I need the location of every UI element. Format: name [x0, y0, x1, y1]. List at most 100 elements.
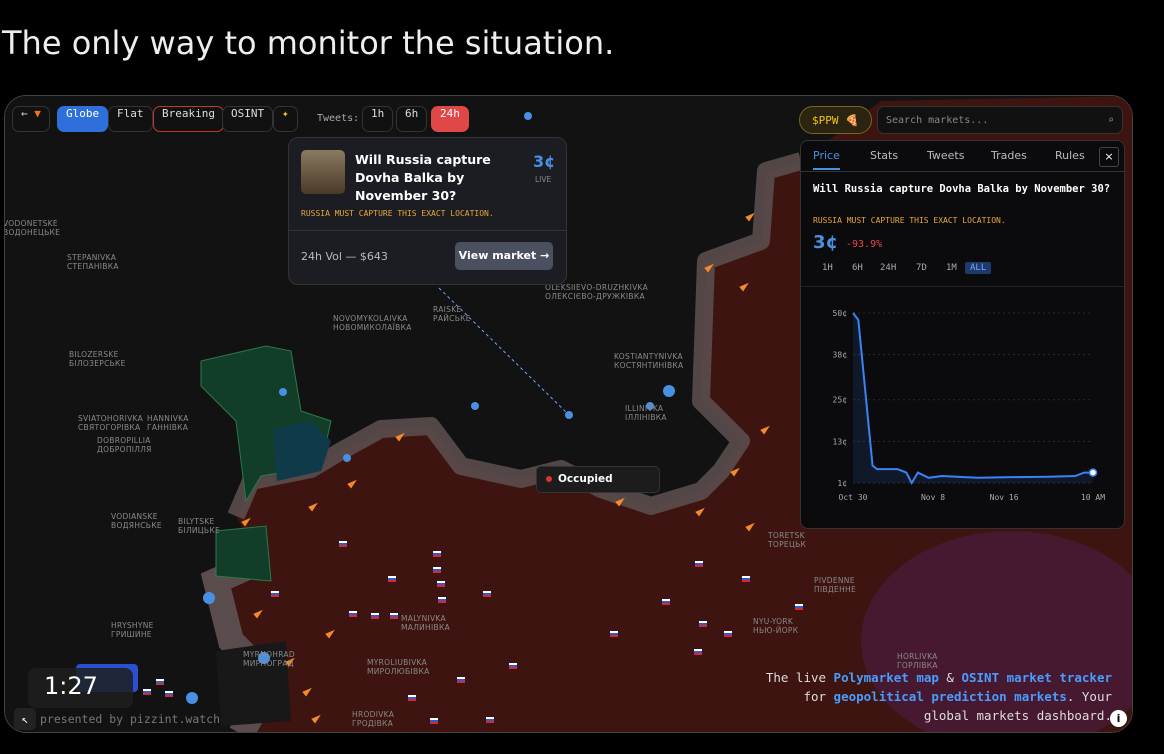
filter-button[interactable]: Breaking — [153, 106, 224, 132]
info-icon[interactable]: i — [1110, 710, 1127, 727]
advance-arrow — [308, 502, 318, 512]
map-label-local: МИРОЛЮБІВКА — [367, 667, 430, 676]
panel-tab[interactable]: Price — [813, 149, 840, 170]
flag — [371, 613, 379, 615]
map-label: MYROLIUBIVKA — [367, 658, 428, 667]
flag — [349, 615, 357, 617]
back-button[interactable]: ← ▼ — [12, 106, 50, 132]
flag — [724, 633, 732, 635]
flag — [694, 653, 702, 655]
map-label-local: ВОДЯНСЬКЕ — [111, 521, 162, 530]
advance-arrow — [695, 507, 705, 517]
back-icon: ← — [21, 107, 28, 120]
map-label-local: НЬЮ-ЙОРК — [753, 626, 799, 635]
map-label: SVIATOHORIVKA — [78, 414, 144, 423]
panel-note: RUSSIA MUST CAPTURE THIS EXACT LOCATION. — [813, 216, 1006, 225]
panel-tab[interactable]: Rules — [1055, 149, 1085, 162]
market-dot — [663, 385, 675, 397]
flag — [694, 649, 702, 651]
flag — [156, 683, 164, 685]
panel-tab[interactable]: Tweets — [927, 149, 965, 162]
range-button[interactable]: 6h — [396, 106, 428, 132]
map-label: TORETSK — [767, 531, 806, 540]
token-button[interactable]: $PPW 🍕 — [799, 106, 872, 134]
mute-icon[interactable]: ↖ — [14, 708, 36, 730]
flag — [437, 583, 445, 585]
advance-arrow — [745, 522, 755, 532]
filter-button[interactable]: OSINT — [222, 106, 274, 132]
flag — [390, 613, 398, 615]
map-label-local: РАЙСЬКЕ — [433, 314, 471, 323]
map-label-local: ІЛЛІНІВКА — [625, 413, 667, 422]
flag — [371, 615, 379, 617]
range-button[interactable]: 7D — [916, 263, 927, 273]
flag — [339, 541, 347, 543]
flag — [339, 545, 347, 547]
market-dot — [203, 592, 215, 604]
map-label-local: ПІВДЕННЕ — [814, 585, 856, 594]
flag — [662, 603, 670, 605]
flag — [695, 563, 703, 565]
logo: ▼ — [34, 107, 41, 120]
flag — [610, 633, 618, 635]
flag — [437, 585, 445, 587]
occupied-label: Occupied — [558, 473, 613, 485]
flag — [433, 571, 441, 573]
map-label: DOBROPILLIA — [97, 436, 151, 445]
flag — [742, 576, 750, 578]
flag — [433, 569, 441, 571]
footer-part: & — [938, 670, 962, 685]
flag — [457, 677, 465, 679]
flag — [483, 595, 491, 597]
extra-button[interactable]: ✦ — [273, 106, 298, 132]
map-label-local: СТЕПАНІВКА — [67, 262, 119, 271]
flag — [390, 615, 398, 617]
flag — [699, 625, 707, 627]
flag — [165, 695, 173, 697]
search-box[interactable]: Search markets... ⌕ — [877, 106, 1123, 134]
panel-tab[interactable]: Stats — [870, 149, 899, 162]
advance-arrow — [241, 517, 251, 527]
flag — [486, 721, 494, 723]
close-button[interactable]: × — [1099, 147, 1119, 167]
flag — [437, 581, 445, 583]
tweets-label: Tweets: — [317, 113, 360, 124]
map-label-local: ДОБРОПІЛЛЯ — [97, 445, 152, 454]
map-label: HORLIVKA — [897, 652, 938, 661]
footer-part: The live — [765, 670, 834, 685]
map-label-local: ГРОДІВКА — [352, 719, 394, 728]
flag — [457, 679, 465, 681]
flag — [388, 578, 396, 580]
flag — [438, 597, 446, 599]
map-label-local: МАЛИНІВКА — [401, 623, 451, 632]
range-button[interactable]: 1H — [822, 263, 833, 273]
range-button[interactable]: 24h — [431, 106, 469, 132]
view-button[interactable]: Flat — [108, 106, 153, 132]
flag — [662, 601, 670, 603]
range-button[interactable]: 6H — [852, 263, 863, 273]
flag — [433, 553, 441, 555]
range-button[interactable]: 1M — [946, 263, 957, 273]
map-label: HANNIVKA — [147, 414, 189, 423]
flag — [388, 580, 396, 582]
flag — [349, 613, 357, 615]
range-button[interactable]: 1h — [362, 106, 394, 132]
map-label-local: СВЯТОГОРІВКА — [78, 423, 141, 432]
map-label-local: МИРНОГРАД — [243, 659, 294, 668]
view-button[interactable]: Globe — [57, 106, 109, 132]
map-label: STEPANIVKA — [67, 253, 117, 262]
range-button[interactable]: ALL — [965, 262, 992, 274]
token-label: $PPW — [812, 114, 839, 127]
map-label: HRODIVKA — [352, 710, 395, 719]
flag — [165, 691, 173, 693]
range-button[interactable]: 24H — [880, 263, 897, 273]
advance-arrow — [704, 263, 714, 273]
headline: The only way to monitor the situation. — [2, 24, 615, 62]
flag — [662, 599, 670, 601]
view-market-button[interactable]: View market → — [455, 242, 553, 270]
occupied-dot — [546, 476, 552, 482]
map-label: BILOZERSKE — [69, 350, 119, 359]
flag — [610, 631, 618, 633]
flag — [795, 606, 803, 608]
panel-tab[interactable]: Trades — [991, 149, 1027, 162]
